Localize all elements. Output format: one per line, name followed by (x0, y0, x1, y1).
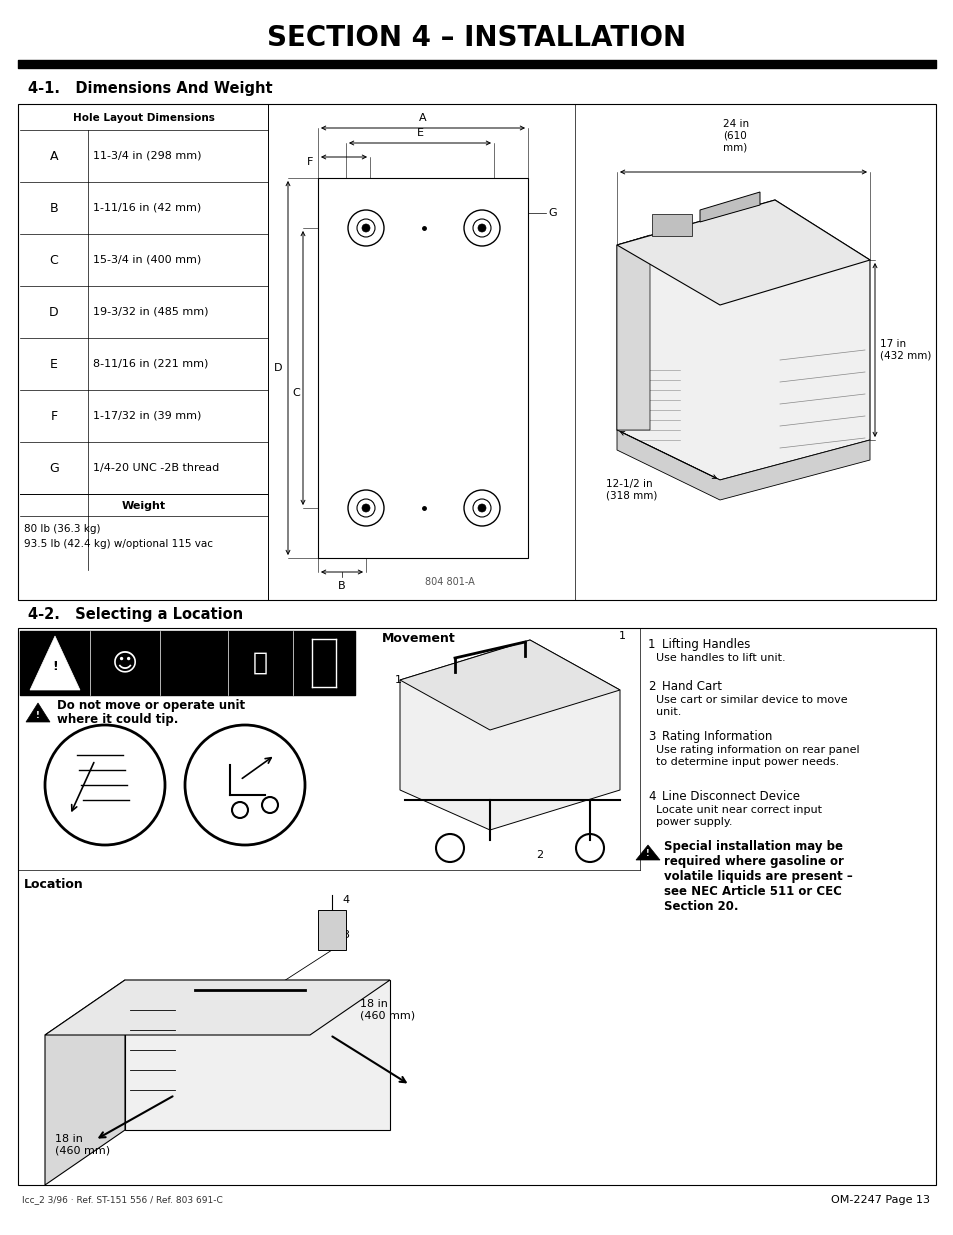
Text: 8-11/16 in (221 mm): 8-11/16 in (221 mm) (92, 359, 208, 369)
Polygon shape (45, 981, 125, 1186)
Polygon shape (617, 430, 869, 500)
Text: Hand Cart: Hand Cart (661, 680, 721, 693)
Text: 18 in
(460 mm): 18 in (460 mm) (55, 1134, 110, 1156)
Text: E: E (416, 128, 423, 138)
Text: 4: 4 (647, 790, 655, 803)
Text: 93.5 lb (42.4 kg) w/optional 115 vac: 93.5 lb (42.4 kg) w/optional 115 vac (24, 538, 213, 550)
Text: Location: Location (24, 878, 84, 890)
Text: OM-2247 Page 13: OM-2247 Page 13 (830, 1195, 929, 1205)
Text: Rating Information: Rating Information (661, 730, 772, 743)
Text: 1: 1 (395, 676, 401, 685)
Polygon shape (45, 981, 390, 1035)
Text: lcc_2 3/96 · Ref. ST-151 556 / Ref. 803 691-C: lcc_2 3/96 · Ref. ST-151 556 / Ref. 803 … (22, 1195, 222, 1204)
Text: 🏃: 🏃 (253, 651, 268, 676)
Circle shape (361, 224, 370, 232)
Text: 804 801-A: 804 801-A (425, 577, 475, 587)
Text: 1: 1 (618, 631, 625, 641)
Text: SECTION 4 – INSTALLATION: SECTION 4 – INSTALLATION (267, 23, 686, 52)
Text: 24 in
(610
mm): 24 in (610 mm) (722, 119, 748, 152)
Text: 1/4-20 UNC -2B thread: 1/4-20 UNC -2B thread (92, 463, 219, 473)
Text: F: F (51, 410, 57, 422)
Polygon shape (26, 703, 50, 722)
Text: Use cart or similar device to move
unit.: Use cart or similar device to move unit. (656, 695, 846, 716)
Circle shape (348, 210, 384, 246)
Text: 3: 3 (341, 930, 349, 940)
Text: A: A (418, 112, 426, 124)
Circle shape (463, 210, 499, 246)
Bar (18, 104, 935, 600)
Polygon shape (399, 640, 619, 830)
Text: G: G (547, 207, 556, 219)
Text: 17 in
(432 mm): 17 in (432 mm) (879, 340, 930, 361)
Text: B: B (50, 201, 58, 215)
Text: Lifting Handles: Lifting Handles (661, 638, 750, 651)
Text: Locate unit near correct input
power supply.: Locate unit near correct input power sup… (656, 805, 821, 826)
Text: Hole Layout Dimensions: Hole Layout Dimensions (73, 112, 214, 124)
Text: 2: 2 (647, 680, 655, 693)
Circle shape (361, 504, 370, 513)
Bar (651, 214, 691, 236)
Text: 11-3/4 in (298 mm): 11-3/4 in (298 mm) (92, 151, 201, 161)
Text: ☺: ☺ (112, 651, 138, 676)
Text: 18 in
(460 mm): 18 in (460 mm) (359, 999, 415, 1021)
Bar (125, 981, 390, 1130)
Text: !: ! (645, 848, 649, 857)
Text: 4-2.   Selecting a Location: 4-2. Selecting a Location (28, 606, 243, 621)
Text: 1-17/32 in (39 mm): 1-17/32 in (39 mm) (92, 411, 201, 421)
Text: 80 lb (36.3 kg): 80 lb (36.3 kg) (24, 524, 100, 534)
Text: 3: 3 (647, 730, 655, 743)
Text: 2: 2 (536, 850, 543, 860)
Bar (317, 178, 527, 558)
Text: F: F (306, 157, 313, 167)
Text: Use handles to lift unit.: Use handles to lift unit. (656, 653, 785, 663)
Text: E: E (50, 357, 58, 370)
Polygon shape (636, 845, 659, 860)
Text: !: ! (52, 661, 58, 673)
Polygon shape (700, 191, 760, 222)
Text: 1-11/16 in (42 mm): 1-11/16 in (42 mm) (92, 203, 201, 212)
Bar (18, 629, 935, 1186)
Text: 12-1/2 in
(318 mm): 12-1/2 in (318 mm) (605, 479, 657, 501)
Text: A: A (50, 149, 58, 163)
Text: Special installation may be
required where gasoline or
volatile liquids are pres: Special installation may be required whe… (663, 840, 852, 913)
Text: G: G (49, 462, 59, 474)
Polygon shape (617, 200, 869, 305)
Text: 1: 1 (647, 638, 655, 651)
Polygon shape (399, 640, 619, 730)
Text: !: ! (36, 710, 40, 720)
Text: B: B (337, 580, 345, 592)
Text: 🔥: 🔥 (186, 651, 201, 676)
Text: D: D (50, 305, 59, 319)
Text: 4-1.   Dimensions And Weight: 4-1. Dimensions And Weight (28, 80, 273, 95)
Polygon shape (30, 636, 80, 690)
Polygon shape (617, 235, 649, 430)
Text: Do not move or operate unit: Do not move or operate unit (57, 699, 245, 713)
Text: 15-3/4 in (400 mm): 15-3/4 in (400 mm) (92, 254, 201, 266)
Circle shape (477, 224, 485, 232)
Circle shape (477, 504, 485, 513)
Text: Line Disconnect Device: Line Disconnect Device (661, 790, 800, 803)
Bar (317, 910, 346, 950)
Text: where it could tip.: where it could tip. (57, 714, 178, 726)
Text: Movement: Movement (381, 631, 456, 645)
Circle shape (463, 490, 499, 526)
Text: 19-3/32 in (485 mm): 19-3/32 in (485 mm) (92, 308, 209, 317)
Polygon shape (617, 200, 869, 480)
Text: 4: 4 (341, 895, 349, 905)
Text: Weight: Weight (122, 501, 166, 511)
Text: C: C (50, 253, 58, 267)
Text: Use rating information on rear panel
to determine input power needs.: Use rating information on rear panel to … (656, 745, 859, 767)
Text: D: D (274, 363, 282, 373)
Text: C: C (292, 388, 299, 398)
Circle shape (348, 490, 384, 526)
